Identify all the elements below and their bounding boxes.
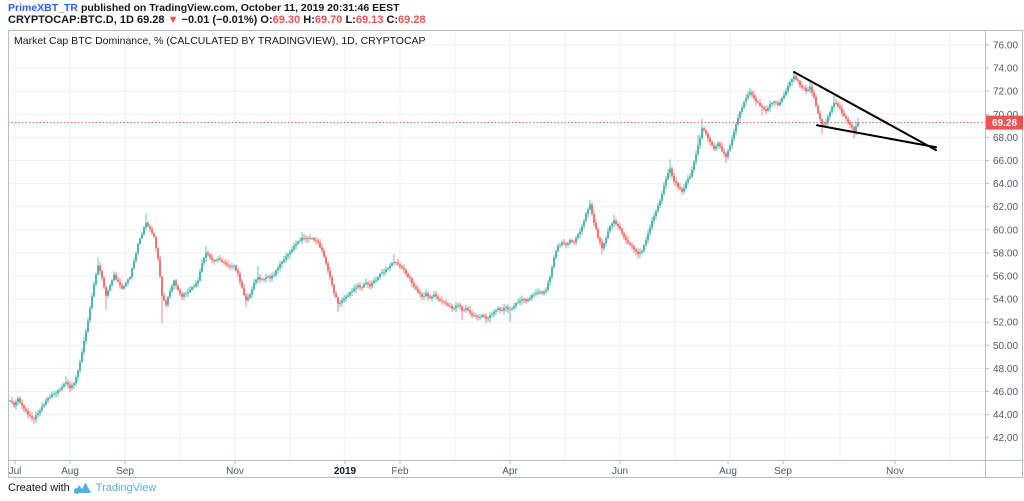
last-price: 69.28 (136, 14, 165, 26)
x-axis-label: Aug (61, 466, 79, 477)
x-axis-label: Jul (9, 466, 22, 477)
high-label: H: (303, 14, 315, 26)
y-axis-label: 56.00 (993, 272, 1018, 283)
close-label: C: (386, 14, 399, 26)
created-with-text: Created with (8, 482, 70, 494)
publish-text: published on TradingView.com, October 11… (78, 2, 400, 14)
up-candles (9, 71, 859, 423)
x-axis-label: Jun (612, 466, 628, 477)
x-axis-label: Sep (774, 466, 792, 477)
y-axis-label: 54.00 (993, 295, 1018, 306)
open-value: 69.30 (272, 14, 301, 26)
y-axis-label: 42.00 (993, 433, 1018, 444)
publish-info-line: PrimeXBT_TR published on TradingView.com… (8, 2, 400, 14)
trend-line[interactable] (816, 124, 937, 149)
y-axis-label: 76.00 (993, 41, 1018, 52)
close-value: 69.28 (398, 14, 426, 26)
y-axis-label: 46.00 (993, 387, 1018, 398)
y-axis-label: 52.00 (993, 318, 1018, 329)
footer-attribution: Created with TradingView (8, 482, 156, 494)
x-axis-label: 2019 (334, 466, 357, 477)
y-axis-label: 66.00 (993, 156, 1018, 167)
low-label: L: (345, 14, 356, 26)
symbol-info-line: CRYPTOCAP:BTC.D, 1D 69.28 ▼ −0.01 (−0.01… (8, 14, 426, 26)
x-axis-label: Aug (719, 466, 737, 477)
author-link[interactable]: PrimeXBT_TR (8, 2, 79, 14)
x-axis-label: Feb (391, 466, 409, 477)
y-axis-label: 70.00 (993, 110, 1018, 121)
chart-outer-border (8, 30, 1023, 478)
y-axis-label: 60.00 (993, 225, 1018, 236)
x-axis-label: Sep (116, 466, 134, 477)
y-axis-label: 48.00 (993, 364, 1018, 375)
y-axis-label: 44.00 (993, 410, 1018, 421)
price-tag-value: 69.28 (992, 118, 1017, 129)
y-axis-label: 72.00 (993, 87, 1018, 98)
tradingview-brand-link[interactable]: TradingView (95, 482, 157, 494)
y-axis-label: 50.00 (993, 341, 1018, 352)
chart-legend-title[interactable]: Market Cap BTC Dominance, % (CALCULATED … (14, 35, 426, 47)
direction-down-icon: ▼ (167, 14, 179, 26)
open-label: O: (260, 14, 273, 26)
x-axis-label: Nov (226, 466, 244, 477)
y-axis-label: 62.00 (993, 202, 1018, 213)
low-value: 69.13 (355, 14, 384, 26)
y-axis-label: 68.00 (993, 133, 1018, 144)
down-candles (11, 74, 855, 424)
price-change: −0.01 (−0.01%) (181, 14, 258, 26)
high-value: 69.70 (314, 14, 343, 26)
x-axis-label: Apr (502, 466, 518, 477)
y-axis-label: 58.00 (993, 248, 1018, 259)
tradingview-logo-icon (73, 482, 91, 494)
y-axis-label: 64.00 (993, 179, 1018, 190)
y-axis-label: 74.00 (993, 64, 1018, 75)
trend-line[interactable] (793, 71, 937, 152)
symbol-name: CRYPTOCAP:BTC.D, 1D (8, 14, 134, 26)
x-axis-label: Nov (886, 466, 904, 477)
price-tag (986, 115, 1023, 130)
